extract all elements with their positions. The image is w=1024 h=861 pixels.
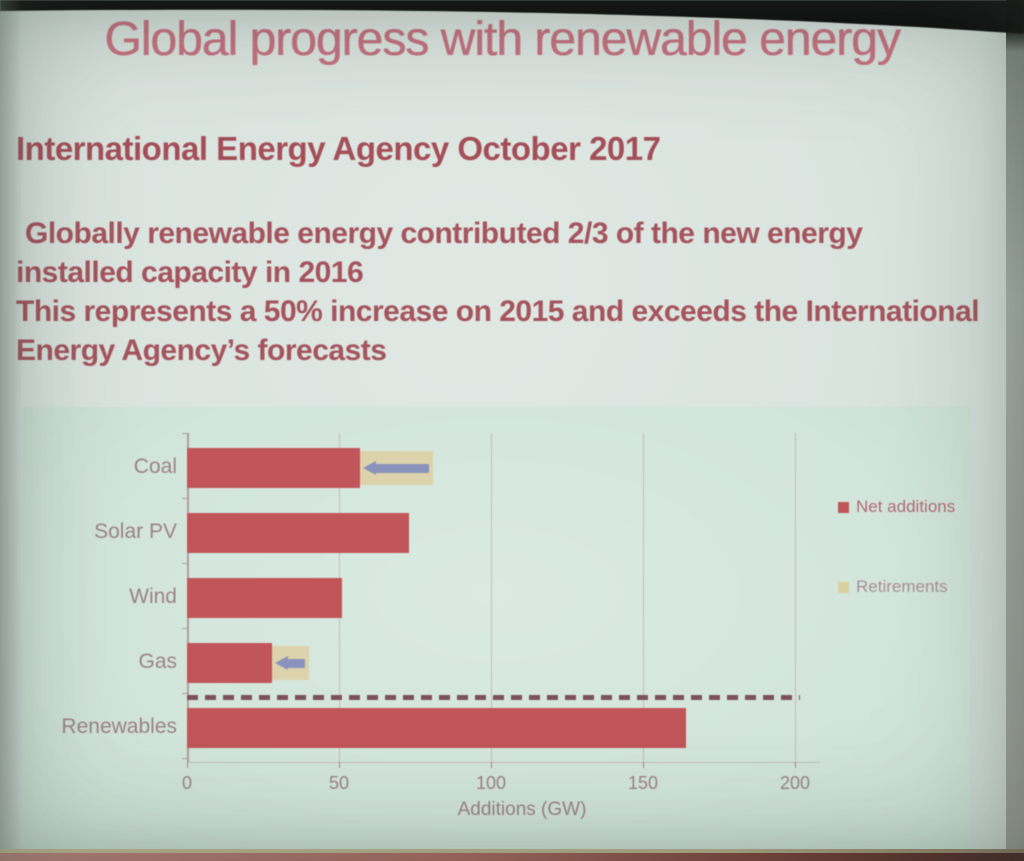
- x-axis-line: [187, 762, 820, 763]
- arrow-head-icon: [275, 656, 289, 670]
- legend-swatch-net-additions: [838, 501, 849, 513]
- chart-gridline: [491, 433, 492, 762]
- arrow-shaft: [288, 658, 305, 668]
- legend-swatch-retirements: [838, 581, 849, 593]
- body-line-1: Globally renewable energy contributed 2/…: [25, 217, 863, 250]
- x-axis-tick-label: 150: [627, 773, 659, 793]
- slide-subtitle: International Energy Agency October 2017: [16, 130, 661, 167]
- slide-title: Global progress with renewable energy: [104, 13, 900, 66]
- y-axis-tick: [182, 498, 187, 499]
- chart-gridline: [643, 433, 644, 762]
- body-line-3: This represents a 50% increase on 2015 a…: [16, 295, 980, 328]
- category-label-gas: Gas: [138, 650, 177, 673]
- x-axis-tick: [643, 762, 644, 768]
- bar-net-additions-renewables: [187, 708, 686, 748]
- category-label-coal: Coal: [133, 455, 177, 478]
- legend-label-retirements: Retirements: [856, 577, 948, 596]
- retirement-arrow-icon-coal: [363, 461, 430, 475]
- bar-net-additions-solar-pv: [187, 513, 409, 553]
- x-axis-tick-label: 100: [475, 773, 507, 793]
- x-axis-tick-label: 200: [779, 773, 811, 793]
- x-axis-tick: [339, 762, 340, 768]
- y-axis-tick: [182, 693, 187, 694]
- y-axis-tick: [182, 758, 187, 759]
- bar-net-additions-wind: [187, 578, 343, 618]
- category-label-wind: Wind: [129, 585, 177, 608]
- body-line-2: installed capacity in 2016: [16, 256, 364, 289]
- x-axis-tick: [795, 762, 796, 768]
- y-axis-tick: [182, 563, 187, 564]
- dashed-separator-line: [187, 695, 800, 700]
- legend-item-retirements: Retirements: [838, 577, 948, 597]
- photo-bottom-tan-line: [0, 849, 1024, 853]
- x-axis-tick: [187, 762, 188, 768]
- category-label-solar-pv: Solar PV: [94, 520, 177, 543]
- x-axis-title: Additions (GW): [457, 799, 587, 820]
- chart-gridline: [795, 433, 796, 762]
- bar-net-additions-coal: [187, 448, 361, 488]
- category-label-renewables: Renewables: [61, 715, 177, 738]
- slide-body: Globally renewable energy contributed 2/…: [16, 214, 986, 370]
- legend-label-net-additions: Net additions: [856, 497, 956, 516]
- photo-bottom-red-edge: [0, 853, 1024, 861]
- bar-net-additions-gas: [187, 643, 273, 683]
- bar-chart: 0 50 100 150 200 Coal Solar PV Wind Gas Renewable…: [22, 407, 970, 852]
- x-axis-tick: [491, 762, 492, 768]
- y-axis-tick: [182, 628, 187, 629]
- arrow-head-icon: [363, 461, 377, 475]
- body-line-4: Energy Agency’s forecasts: [16, 334, 387, 367]
- x-axis-tick-label: 0: [181, 773, 193, 793]
- y-axis-tick: [182, 433, 187, 434]
- retirement-arrow-icon-gas: [275, 656, 305, 670]
- arrow-shaft: [376, 463, 430, 473]
- x-axis-tick-label: 50: [328, 773, 350, 793]
- legend-item-net-additions: Net additions: [838, 497, 955, 517]
- screen-top-black-edge: [0, 0, 1024, 34]
